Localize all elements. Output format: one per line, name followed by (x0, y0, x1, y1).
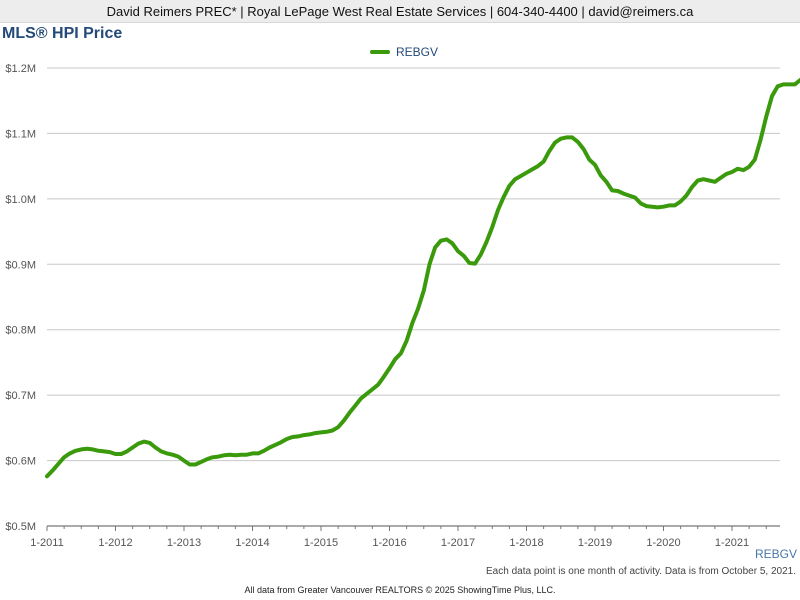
y-axis-ticks: $0.5M $0.6M $0.7M $0.8M $0.9M $1.0M $1.1M $1.2M (5, 63, 36, 533)
y-tick-label: $0.9M (5, 259, 36, 271)
y-tick-label: $0.7M (5, 390, 36, 402)
x-tick-label: 1-2015 (304, 537, 338, 549)
x-tick-label: 1-2013 (167, 537, 201, 549)
copyright-footer: All data from Greater Vancouver REALTORS… (244, 585, 556, 595)
x-tick-label: 1-2014 (235, 537, 269, 549)
y-tick-label: $0.6M (5, 456, 36, 468)
x-tick-label: 1-2019 (578, 537, 612, 549)
chart-gridlines (47, 67, 780, 527)
y-tick-label: $0.5M (5, 521, 36, 533)
x-axis: 1-2011 1-2012 1-2013 1-2014 1-2015 1-2016 1-20… (30, 525, 780, 549)
y-tick-label: $1.1M (5, 128, 36, 140)
chart-title: MLS® HPI Price (2, 25, 123, 42)
chart-legend[interactable]: REBGV (370, 45, 438, 59)
agent-info-text: David Reimers PREC* | Royal LePage West … (106, 3, 694, 19)
x-tick-label: 1-2011 (30, 537, 63, 549)
x-tick-label: 1-2012 (98, 537, 132, 549)
source-label[interactable]: REBGV (754, 547, 797, 561)
series-line-rebgv[interactable] (45, 77, 800, 479)
x-tick-label: 1-2018 (509, 537, 543, 549)
legend-label-rebgv: REBGV (396, 45, 439, 59)
x-tick-label: 1-2016 (372, 537, 406, 549)
x-tick-label: 1-2017 (441, 537, 475, 549)
x-tick-label: 1-2020 (646, 537, 680, 549)
x-tick-label: 1-2021 (715, 537, 749, 549)
legend-swatch-rebgv (370, 50, 390, 54)
agent-info-bar: David Reimers PREC* | Royal LePage West … (0, 0, 800, 23)
chart-series (45, 77, 800, 479)
y-tick-label: $1.2M (5, 63, 36, 75)
y-tick-label: $0.8M (5, 325, 36, 337)
y-tick-label: $1.0M (5, 194, 36, 206)
data-note: Each data point is one month of activity… (486, 566, 796, 577)
